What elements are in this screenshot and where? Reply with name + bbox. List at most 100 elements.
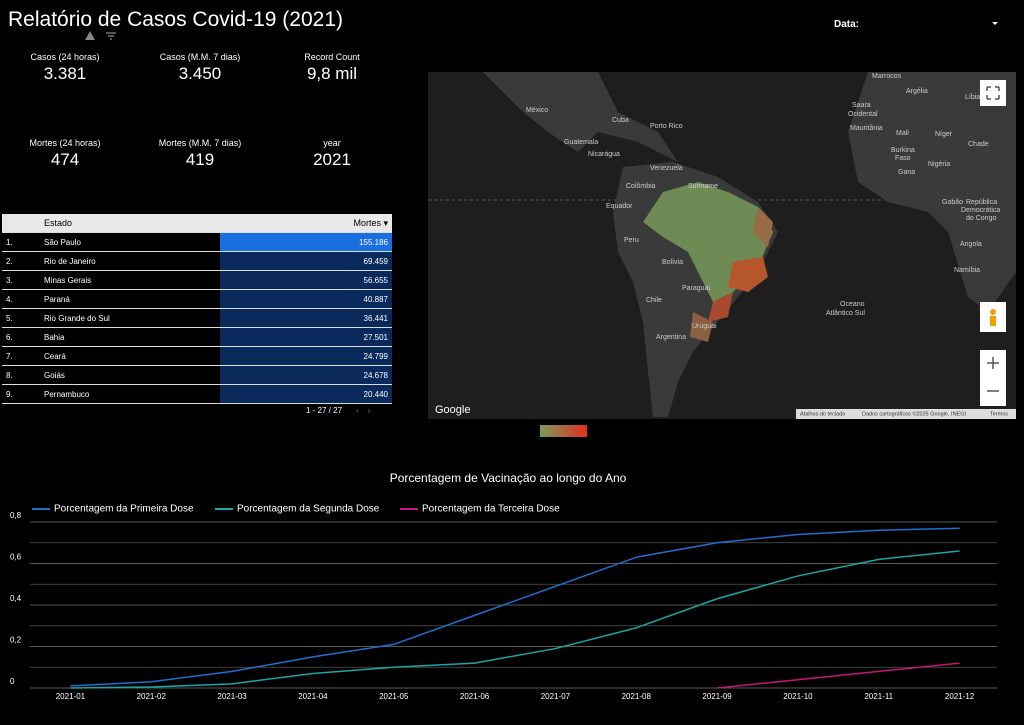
scorecard: Mortes (24 horas) 474 bbox=[0, 138, 130, 170]
scorecard-label: Mortes (24 horas) bbox=[29, 138, 101, 148]
icons bbox=[85, 31, 116, 40]
column-header[interactable]: Mortes ▾ bbox=[220, 214, 392, 233]
line-series bbox=[70, 550, 960, 689]
map-label: Bolívia bbox=[662, 259, 683, 266]
table-cell: Bahia bbox=[40, 327, 220, 347]
legend-label: Porcentagem da Primeira Dose bbox=[54, 504, 194, 515]
table-cell: 36.441 bbox=[220, 308, 392, 328]
table-cell: 4. bbox=[2, 289, 40, 309]
map-label: Nicarágua bbox=[588, 151, 620, 158]
map-label: Uruguai bbox=[692, 323, 717, 330]
map-label: Mauritânia bbox=[850, 125, 883, 132]
table-cell: São Paulo bbox=[40, 232, 220, 252]
scorecard-value: 9,8 mil bbox=[306, 64, 358, 83]
map-label: Gana bbox=[898, 169, 915, 176]
map-label: Ocidental bbox=[848, 111, 878, 118]
map-labels: México Cuba Porto Rico Guatemala Nicarág… bbox=[435, 73, 1000, 416]
map-label: Argélia bbox=[906, 88, 928, 95]
legend-label: Porcentagem da Segunda Dose bbox=[237, 504, 380, 515]
table-cell: 2. bbox=[2, 251, 40, 271]
column-header: Estado bbox=[40, 214, 220, 233]
map-label: Venezuela bbox=[650, 165, 683, 172]
scorecard-label: Casos (M.M. 7 dias) bbox=[159, 52, 241, 62]
map-label: Peru bbox=[624, 237, 639, 244]
scorecard-label: Record Count bbox=[304, 52, 360, 62]
x-tick-label: 2021-02 bbox=[137, 692, 167, 701]
y-tick-label: 0 bbox=[10, 677, 15, 686]
table-cell: 9. bbox=[2, 384, 40, 404]
table-row: 9. Pernambuco 20.440 bbox=[2, 384, 392, 404]
line-chart: Porcentagem de Vacinação ao longo do Ano… bbox=[10, 471, 997, 701]
x-tick-label: 2021-08 bbox=[622, 692, 652, 701]
scorecard-value: 3.450 bbox=[178, 64, 222, 83]
x-tick-label: 2021-05 bbox=[379, 692, 409, 701]
map-label: Porto Rico bbox=[650, 123, 683, 130]
scorecard: Record Count 9,8 mil bbox=[267, 52, 397, 84]
table-row: 8. Goiás 24.678 bbox=[2, 365, 392, 385]
table-cell: 155.186 bbox=[220, 232, 392, 252]
scorecard-value: 2021 bbox=[313, 150, 351, 169]
map-label: Suriname bbox=[688, 183, 718, 190]
table-cell: 6. bbox=[2, 327, 40, 347]
map-terms[interactable]: Termos bbox=[990, 411, 1008, 417]
map-shortcuts[interactable]: Atalhos do teclado bbox=[800, 411, 845, 417]
map-label: Mali bbox=[896, 130, 909, 137]
scorecard-value: 419 bbox=[185, 150, 215, 169]
table-cell: Paraná bbox=[40, 289, 220, 309]
table-row: 4. Paraná 40.887 bbox=[2, 289, 392, 309]
table-cell: 8. bbox=[2, 365, 40, 385]
scorecard-value: 3.381 bbox=[43, 64, 87, 83]
chart-title: Porcentagem de Vacinação ao longo do Ano bbox=[390, 471, 627, 485]
table-row: 2. Rio de Janeiro 69.459 bbox=[2, 251, 392, 271]
x-tick-label: 2021-06 bbox=[460, 692, 490, 701]
map-label: Gabão bbox=[942, 199, 963, 206]
table-cell: Goiás bbox=[40, 365, 220, 385]
x-tick-label: 2021-03 bbox=[217, 692, 247, 701]
map-label: Democrática bbox=[961, 207, 1000, 214]
table-cell: 3. bbox=[2, 270, 40, 290]
dropdown[interactable] bbox=[990, 18, 1000, 28]
scorecard-value: 474 bbox=[50, 150, 80, 169]
map-label: Cuba bbox=[612, 117, 629, 124]
scorecard-label: year bbox=[323, 138, 341, 148]
y-tick-label: 0,6 bbox=[10, 553, 22, 562]
y-tick-label: 0,4 bbox=[10, 594, 22, 603]
table-wrap: Estado Mortes ▾ 1. São Paulo 155.186 2. Rio d… bbox=[2, 214, 392, 404]
table-row: 1. São Paulo 155.186 bbox=[2, 232, 392, 252]
y-tick-label: 0,2 bbox=[10, 636, 22, 645]
map-label: Burkina bbox=[891, 147, 915, 154]
table-cell: 56.655 bbox=[220, 270, 392, 290]
scorecard: Casos (24 horas) 3.381 bbox=[0, 52, 130, 84]
legend-label: Porcentagem da Terceira Dose bbox=[422, 504, 560, 515]
map-label: Angola bbox=[960, 241, 982, 248]
scorecard: Casos (M.M. 7 dias) 3.450 bbox=[135, 52, 265, 84]
line-series bbox=[70, 527, 960, 687]
map: México Cuba Porto Rico Guatemala Nicarág… bbox=[428, 72, 1016, 419]
map-label: Líbia bbox=[965, 94, 980, 101]
x-tick-label: 2021-10 bbox=[783, 692, 813, 701]
map-label: Chade bbox=[968, 141, 989, 148]
column-header-text: Mortes bbox=[353, 217, 381, 228]
table-cell: Rio Grande do Sul bbox=[40, 308, 220, 328]
map-label: República bbox=[966, 199, 997, 206]
map-label: Chile bbox=[646, 297, 662, 304]
map-label: Argentina bbox=[656, 334, 686, 341]
color-legend bbox=[540, 425, 587, 437]
table-cell: 40.887 bbox=[220, 289, 392, 309]
map-label: Níger bbox=[935, 131, 953, 138]
map-label: Atlântico Sul bbox=[826, 310, 865, 317]
table-row: 7. Ceará 24.799 bbox=[2, 346, 392, 366]
table-cell: 1. bbox=[2, 232, 40, 252]
scorecard: Mortes (M.M. 7 dias) 419 bbox=[135, 138, 265, 170]
table-row: 5. Rio Grande do Sul 36.441 bbox=[2, 308, 392, 328]
table-cell: Minas Gerais bbox=[40, 270, 220, 290]
map-brand: Google bbox=[435, 404, 470, 416]
map-label: Oceano bbox=[840, 301, 865, 308]
map-label: do Congo bbox=[966, 215, 996, 222]
date-label[interactable]: Data: bbox=[834, 19, 860, 30]
table-cell: Rio de Janeiro bbox=[40, 251, 220, 271]
map-label: Nigéria bbox=[928, 161, 950, 168]
table-cell: 20.440 bbox=[220, 384, 392, 404]
x-tick-label: 2021-07 bbox=[541, 692, 571, 701]
